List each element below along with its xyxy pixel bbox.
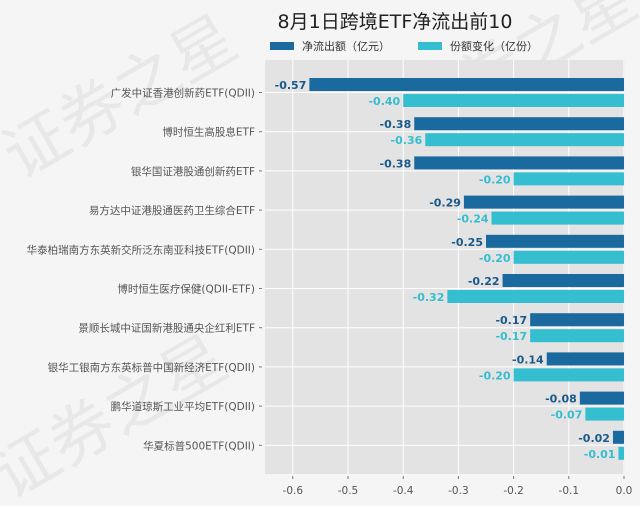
legend-swatch-share-change — [418, 42, 442, 50]
category-label: 易方达中证港股通医药卫生综合ETF — [89, 204, 255, 217]
bar-share-change — [491, 211, 624, 225]
category-label: 鹏华道琼斯工业平均ETF(QDII) — [111, 400, 255, 413]
bar-share-change — [585, 407, 624, 421]
data-label-net-outflow: -0.38 — [380, 157, 412, 170]
bar-net-outflow — [530, 313, 624, 327]
bar-net-outflow — [502, 274, 624, 287]
data-label-net-outflow: -0.25 — [451, 236, 483, 249]
bar-share-change — [425, 133, 624, 147]
x-tick-label: -0.5 — [338, 485, 359, 497]
bar-net-outflow — [414, 156, 624, 170]
bar-net-outflow — [546, 352, 624, 366]
legend-swatch-net-outflow — [270, 42, 294, 50]
chart-title: 8月1日跨境ETF净流出前10 — [278, 11, 513, 33]
data-label-share-change: -0.36 — [391, 134, 423, 147]
data-label-net-outflow: -0.57 — [275, 79, 307, 92]
x-tick-label: -0.1 — [559, 485, 580, 497]
data-label-net-outflow: -0.22 — [468, 275, 500, 288]
legend-label-net-outflow: 净流出额（亿元） — [302, 39, 390, 53]
data-label-share-change: -0.20 — [479, 369, 511, 382]
category-label: 广发中证香港创新药ETF(QDII) — [111, 87, 255, 100]
bars: -0.57 -0.40 -0.38 -0.36 -0.38 -0.20 -0.29 -0.24… — [275, 78, 624, 461]
bar-share-change — [513, 368, 624, 382]
x-tick-label: -0.4 — [393, 485, 414, 497]
data-label-share-change: -0.20 — [479, 252, 511, 265]
data-label-share-change: -0.17 — [495, 330, 527, 343]
data-label-net-outflow: -0.29 — [429, 197, 461, 210]
x-tick-label: -0.2 — [503, 485, 524, 497]
data-label-net-outflow: -0.14 — [512, 353, 544, 366]
data-label-share-change: -0.20 — [479, 173, 511, 186]
data-label-net-outflow: -0.38 — [380, 118, 412, 131]
bar-share-change — [447, 290, 624, 303]
data-label-share-change: -0.40 — [368, 95, 400, 108]
x-axis: -0.6 -0.5 -0.4 -0.3 -0.2 -0.1 0.0 — [283, 476, 633, 497]
category-label: 华泰柏瑞南方东英新交所泛东南亚科技ETF(QDII) — [27, 243, 255, 256]
data-label-net-outflow: -0.17 — [495, 314, 527, 327]
data-label-share-change: -0.32 — [413, 291, 445, 304]
bar-net-outflow — [579, 391, 624, 405]
category-labels: 广发中证香港创新药ETF(QDII) 博时恒生高股息ETF 银华国证港股通创新药ET… — [27, 87, 262, 452]
data-label-share-change: -0.07 — [551, 409, 583, 422]
bar-share-change — [530, 329, 624, 343]
category-label: 银华工银南方东英标普中国新经济ETF(QDII) — [48, 361, 255, 374]
category-label: 银华国证港股通创新药ETF — [131, 165, 255, 178]
bar-net-outflow — [309, 78, 624, 91]
x-tick-label: 0.0 — [616, 485, 633, 497]
data-label-net-outflow: -0.02 — [578, 432, 610, 445]
x-tick-label: -0.6 — [283, 485, 304, 497]
bar-net-outflow — [612, 430, 624, 444]
gridlines — [265, 60, 625, 474]
bar-share-change — [403, 94, 624, 107]
category-label: 博时恒生高股息ETF — [162, 126, 255, 139]
category-label: 博时恒生医疗保健(QDII-ETF) — [117, 283, 255, 296]
category-label: 华夏标普500ETF(QDII) — [143, 439, 255, 452]
legend: 净流出额（亿元） 份额变化（亿份） — [270, 39, 538, 53]
legend-label-share-change: 份额变化（亿份） — [450, 39, 538, 53]
data-label-share-change: -0.24 — [457, 213, 489, 226]
bar-net-outflow — [414, 117, 624, 131]
data-label-net-outflow: -0.08 — [545, 393, 577, 406]
bar-share-change — [618, 446, 624, 460]
bar-net-outflow — [486, 234, 624, 248]
bar-share-change — [513, 172, 624, 186]
bar-net-outflow — [463, 195, 624, 209]
data-label-share-change: -0.01 — [584, 448, 616, 461]
x-tick-label: -0.3 — [448, 485, 469, 497]
category-label: 景顺长城中证国新港股通央企红利ETF — [78, 322, 255, 335]
watermark-text: 证券之星 — [0, 322, 240, 506]
bar-share-change — [513, 250, 624, 264]
